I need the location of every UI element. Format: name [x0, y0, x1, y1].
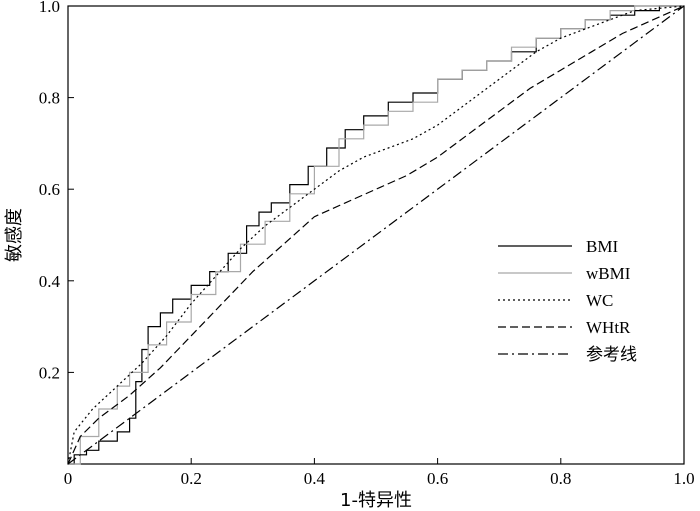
legend-label: wBMI: [586, 264, 631, 283]
series-line: [68, 5, 684, 465]
x-tick-label: 1.0: [673, 469, 694, 488]
series-line: [67, 5, 685, 465]
plot-frame: [67, 5, 685, 465]
legend-label: WHtR: [586, 318, 631, 337]
series-line: [67, 5, 685, 465]
y-tick-label: 0.2: [39, 363, 60, 382]
y-tick-label: 0.8: [39, 89, 60, 108]
plot-area: [67, 5, 685, 465]
y-tick-label: 1.0: [39, 0, 60, 16]
axis-tick-labels: 0 0.2 0.4 0.6 0.8 1.0 0.2 0.4 0.6 0.8 1.0: [39, 0, 695, 488]
legend-label: WC: [586, 291, 613, 310]
legend-label: BMI: [586, 237, 618, 256]
axis-ticks: [67, 5, 685, 464]
x-tick-label: 0.6: [427, 469, 448, 488]
x-tick-label: 0.4: [304, 469, 326, 488]
curves: [67, 5, 685, 465]
legend-label: 参考线: [586, 345, 637, 364]
y-axis-title: 敏感度: [4, 208, 25, 262]
legend: BMI wBMI WC WHtR 参考线: [498, 237, 637, 364]
series-line: [67, 5, 685, 465]
x-tick-label: 0.2: [181, 469, 202, 488]
x-axis-title: 1-特异性: [340, 490, 412, 511]
y-tick-label: 0.4: [39, 272, 61, 291]
x-tick-label: 0: [64, 469, 73, 488]
y-tick-label: 0.6: [39, 180, 60, 199]
x-tick-label: 0.8: [550, 469, 571, 488]
